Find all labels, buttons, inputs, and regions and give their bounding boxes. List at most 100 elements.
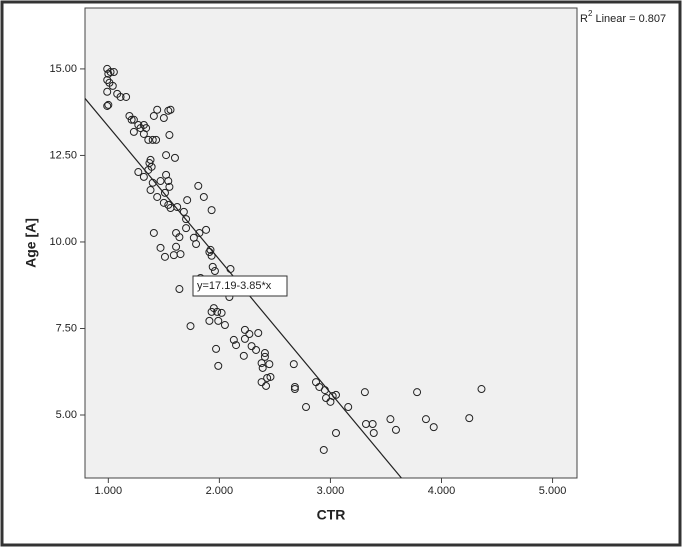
point — [239, 351, 248, 360]
point — [103, 75, 112, 84]
point — [245, 330, 254, 339]
point — [175, 233, 184, 242]
point — [122, 92, 131, 101]
x-tick-label: 3.000 — [317, 485, 345, 497]
point — [331, 429, 340, 438]
point — [129, 115, 138, 124]
point — [109, 68, 118, 77]
point — [194, 181, 203, 190]
point — [164, 177, 173, 186]
point — [413, 388, 422, 397]
point — [162, 151, 171, 160]
point — [289, 360, 298, 369]
point — [152, 135, 161, 144]
point — [207, 251, 216, 260]
point — [183, 196, 192, 205]
x-tick-label: 4.000 — [428, 485, 456, 497]
point — [369, 429, 378, 438]
y-tick-label: 12.50 — [49, 149, 77, 161]
r-squared: R2 Linear = 0.807 — [580, 9, 666, 25]
point — [232, 341, 241, 350]
point — [127, 115, 136, 124]
point — [212, 344, 221, 353]
y-tick-label: 7.50 — [56, 322, 77, 334]
point — [290, 385, 299, 394]
point — [220, 321, 229, 330]
point — [252, 345, 261, 354]
r-squared-text: Linear = 0.807 — [592, 13, 666, 25]
point — [210, 267, 219, 276]
point — [134, 168, 143, 177]
point — [260, 349, 269, 358]
point — [148, 135, 157, 144]
point — [477, 385, 486, 394]
point — [202, 225, 211, 234]
point — [153, 105, 162, 114]
plot-area — [84, 7, 578, 479]
point — [160, 252, 169, 261]
point — [129, 127, 138, 136]
point — [142, 124, 151, 133]
point — [116, 92, 125, 101]
y-axis-title: Age [A] — [23, 218, 39, 268]
point — [421, 415, 430, 424]
point — [103, 101, 112, 110]
y-tick-label: 5.00 — [56, 409, 77, 421]
point — [386, 415, 395, 424]
point — [344, 403, 353, 412]
point — [368, 420, 377, 429]
point — [302, 403, 311, 412]
point — [240, 325, 249, 334]
equation-box — [192, 275, 288, 297]
point — [360, 388, 369, 397]
point — [263, 373, 272, 382]
point — [103, 87, 112, 96]
point — [173, 203, 182, 212]
point — [165, 182, 174, 191]
point — [108, 81, 117, 90]
point — [205, 316, 214, 325]
x-tick-label: 1.000 — [95, 485, 123, 497]
point — [214, 361, 223, 370]
point — [326, 397, 335, 406]
point — [391, 425, 400, 434]
y-tick-label: 10.00 — [49, 236, 77, 248]
point — [169, 251, 178, 260]
point — [258, 363, 267, 372]
equation-label: y=17.19-3.85*x — [197, 280, 272, 292]
point — [213, 307, 222, 316]
point — [465, 414, 474, 423]
point — [160, 188, 169, 197]
point — [206, 245, 215, 254]
point — [182, 224, 191, 233]
point — [106, 68, 115, 77]
point — [149, 111, 158, 120]
point — [175, 285, 184, 294]
point — [156, 243, 165, 252]
x-tick-label: 5.000 — [539, 485, 567, 497]
y-tick-label: 15.00 — [49, 63, 77, 75]
point — [186, 322, 195, 331]
point — [266, 372, 275, 381]
point — [139, 172, 148, 181]
point — [153, 192, 162, 201]
r-squared-symbol: R — [580, 13, 588, 25]
point — [170, 153, 179, 162]
point — [240, 334, 249, 343]
point — [172, 242, 181, 251]
point — [208, 262, 217, 271]
point — [104, 69, 113, 78]
point — [260, 352, 269, 361]
point — [290, 382, 299, 391]
point — [199, 192, 208, 201]
x-tick-label: 2.000 — [206, 485, 234, 497]
r-squared-sup: 2 — [588, 9, 593, 18]
x-axis-title: CTR — [317, 507, 346, 523]
point — [257, 378, 266, 387]
point — [159, 198, 168, 207]
point — [146, 186, 155, 195]
point — [254, 328, 263, 337]
point — [207, 307, 216, 316]
point — [429, 423, 438, 432]
